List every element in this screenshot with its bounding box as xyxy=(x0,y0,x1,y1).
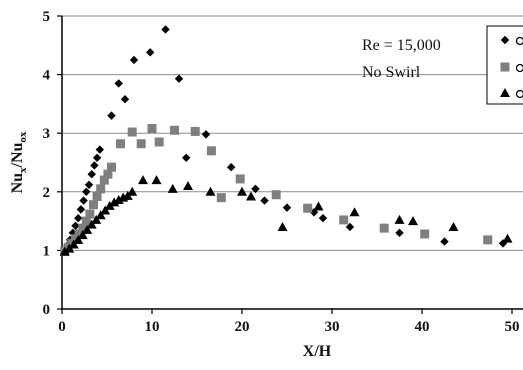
y-title-main: Nu xyxy=(9,173,26,194)
data-point-s2-21 xyxy=(207,146,216,155)
x-tick-label-20: 20 xyxy=(235,319,250,335)
x-tick-label-30: 30 xyxy=(325,319,340,335)
data-point-s2-18 xyxy=(155,137,164,146)
annotation-swirl: No Swirl xyxy=(362,64,421,81)
data-point-s1-12 xyxy=(93,154,101,162)
y-title-slash: /Nu xyxy=(9,142,26,168)
data-point-s2-29 xyxy=(483,235,492,244)
data-point-s1-19 xyxy=(161,25,169,33)
x-axis-title: X/H xyxy=(303,343,332,360)
x-tick-labels: 0 10 20 30 40 50 xyxy=(58,309,519,335)
data-point-s2-27 xyxy=(380,224,389,233)
series-2-square xyxy=(60,124,492,256)
data-point-s2-16 xyxy=(137,139,146,148)
data-point-s1-23 xyxy=(227,163,235,171)
x-tick-label-0: 0 xyxy=(58,319,66,335)
data-point-s2-17 xyxy=(148,124,157,133)
y-tick-label-2: 2 xyxy=(43,185,51,201)
data-point-s2-23 xyxy=(217,193,226,202)
data-point-s1-20 xyxy=(175,75,183,83)
data-point-s3-29 xyxy=(503,234,513,243)
data-point-s1-26 xyxy=(283,203,291,211)
data-point-s2-14 xyxy=(116,139,125,148)
data-point-s1-13 xyxy=(96,145,104,153)
x-tick-label-50: 50 xyxy=(505,319,520,335)
y-tick-label-5: 5 xyxy=(43,9,51,25)
data-point-s3-16 xyxy=(138,175,148,184)
data-point-s2-10 xyxy=(96,184,105,193)
data-point-s1-6 xyxy=(77,205,85,213)
legend-marker-s2 xyxy=(501,63,510,72)
x-tick-label-40: 40 xyxy=(415,319,430,335)
data-point-s2-26 xyxy=(339,215,348,224)
data-point-s1-17 xyxy=(130,56,138,64)
data-series xyxy=(60,25,513,256)
data-point-s2-24 xyxy=(272,190,281,199)
data-point-s1-16 xyxy=(121,95,129,103)
data-point-s1-8 xyxy=(82,188,90,196)
data-point-s3-27 xyxy=(408,216,418,225)
data-point-s3-26 xyxy=(395,215,405,224)
data-point-s3-28 xyxy=(449,222,459,231)
data-point-s1-21 xyxy=(182,154,190,162)
data-point-s1-22 xyxy=(202,130,210,138)
data-point-s1-10 xyxy=(88,170,96,178)
y-tick-label-1: 1 xyxy=(43,243,51,259)
data-point-s1-15 xyxy=(115,79,123,87)
data-point-s1-31 xyxy=(440,237,448,245)
legend xyxy=(487,26,523,104)
data-point-s3-25 xyxy=(350,207,360,216)
data-point-s1-11 xyxy=(90,161,98,169)
data-point-s2-28 xyxy=(420,229,429,238)
data-point-s2-8 xyxy=(89,200,98,209)
data-point-s2-20 xyxy=(191,127,200,136)
data-point-s2-19 xyxy=(170,126,179,135)
y-title-sub-ox: ox xyxy=(17,131,29,143)
data-point-s3-19 xyxy=(183,181,193,190)
y-tick-label-3: 3 xyxy=(43,126,51,142)
data-point-s3-18 xyxy=(168,184,178,193)
data-point-s2-25 xyxy=(303,204,312,213)
data-point-s1-9 xyxy=(85,181,93,189)
data-point-s3-23 xyxy=(278,222,288,231)
data-point-s2-22 xyxy=(236,174,245,183)
data-point-s3-24 xyxy=(314,201,324,210)
y-tick-label-0: 0 xyxy=(43,302,51,318)
data-point-s2-15 xyxy=(128,128,137,137)
y-tick-label-4: 4 xyxy=(43,68,51,84)
data-point-s1-7 xyxy=(79,196,87,204)
y-axis-title: Nux/Nuox xyxy=(9,131,29,193)
data-point-s1-18 xyxy=(146,48,154,56)
x-tick-label-10: 10 xyxy=(145,319,160,335)
y-tick-labels: 0 1 2 3 4 5 xyxy=(43,9,63,318)
annotation-reynolds: Re = 15,000 xyxy=(362,37,441,54)
data-point-s1-30 xyxy=(395,229,403,237)
data-point-s1-25 xyxy=(260,196,268,204)
data-point-s1-28 xyxy=(319,214,327,222)
data-point-s3-22 xyxy=(246,191,256,200)
data-point-s3-17 xyxy=(152,175,162,184)
data-point-s2-7 xyxy=(85,210,94,219)
data-point-s2-13 xyxy=(107,163,116,172)
data-point-s1-5 xyxy=(74,214,82,222)
data-point-s1-14 xyxy=(107,111,115,119)
series-1-diamond xyxy=(61,25,508,254)
